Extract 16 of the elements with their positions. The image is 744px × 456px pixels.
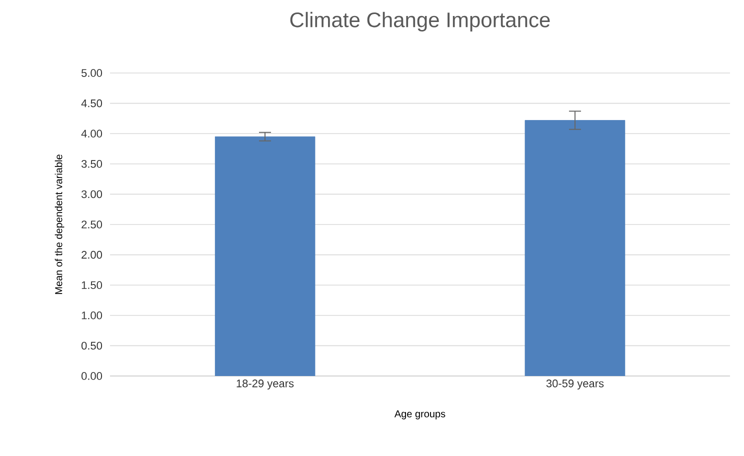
x-tick-label: 30-59 years <box>546 380 604 390</box>
x-axis-title: Age groups <box>394 410 446 420</box>
y-tick-label: 4.50 <box>81 99 102 108</box>
x-tick-label: 18-29 years <box>236 380 294 390</box>
y-axis-title: Mean of the dependent variable <box>54 154 64 294</box>
y-tick-label: 5.00 <box>82 69 102 77</box>
y-tick-label: 0.00 <box>81 372 102 380</box>
y-tick-label: 4.00 <box>81 130 102 138</box>
y-tick-label: 2.00 <box>82 250 102 259</box>
chart-title: Climate Change Importance <box>290 12 550 32</box>
y-tick-label: 1.00 <box>82 312 102 320</box>
y-tick-label: 3.50 <box>81 160 102 168</box>
y-tick-label: 0.50 <box>81 342 102 350</box>
y-tick-label: 2.50 <box>82 220 102 228</box>
y-tick-label: 3.00 <box>81 190 102 198</box>
y-tick-label: 1.50 <box>82 281 102 289</box>
